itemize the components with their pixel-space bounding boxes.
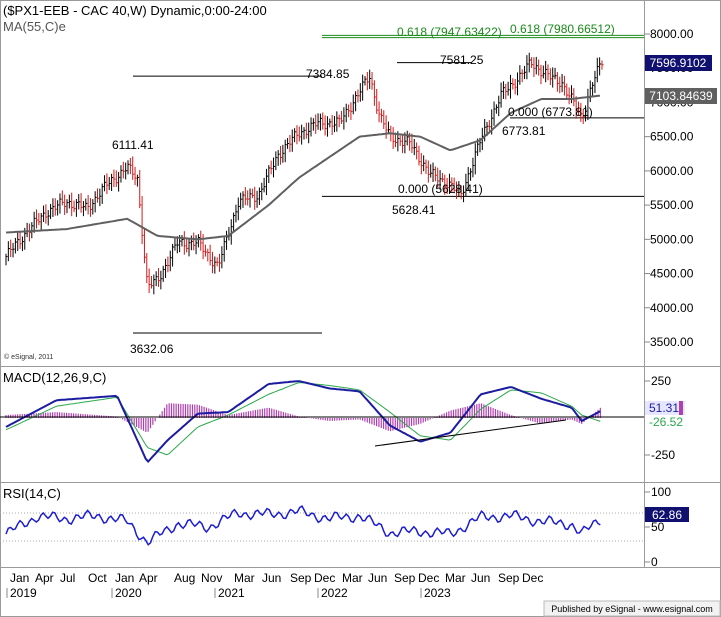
macd-trendline (374, 419, 567, 447)
ma-label: MA(55,C)e (3, 19, 66, 34)
macd-tick-label: 250 (651, 374, 671, 388)
price-tick-label: 8000.00 (650, 27, 694, 41)
xaxis-month-label: Mar (234, 571, 255, 585)
price-tick-label: 4000.00 (650, 301, 694, 315)
level-label: 7581.25 (440, 53, 484, 67)
rsi-tick-label: 100 (651, 485, 671, 499)
xaxis-month-label: Sep (394, 571, 416, 585)
rsi-line (5, 505, 601, 546)
level-label: 0.618 (7947.63422) (397, 25, 502, 39)
macd-label: MACD(12,26,9,C) (3, 370, 106, 385)
xaxis-month-label: Jan (10, 571, 29, 585)
macd-tick-label: -250 (651, 448, 675, 462)
xaxis-month-label: Oct (88, 571, 107, 585)
copyright-text: © eSignal, 2011 (4, 353, 54, 361)
publisher-box (543, 600, 721, 617)
price-tick-label: 4500.00 (650, 267, 694, 281)
rsi-value: 62.86 (652, 508, 682, 522)
last-price-value: 7596.9102 (650, 56, 707, 70)
price-horizontal-levels (133, 34, 644, 334)
ma-price-tag (645, 88, 717, 104)
publisher-text: Published by eSignal - www.esignal.com (551, 604, 713, 614)
xaxis-month-label: Dec (522, 571, 543, 585)
ma-price-value: 7103.84639 (649, 89, 713, 103)
level-label: 5628.41 (392, 203, 436, 217)
level-label: 0.000 (5628.41) (398, 182, 483, 196)
macd-value: 51.31 (649, 401, 679, 415)
xaxis-year-label: 2022 (321, 586, 348, 600)
price-tick-label: 6000.00 (650, 164, 694, 178)
rsi-tick-label: 50 (651, 520, 665, 534)
xaxis-month-label: Jun (368, 571, 387, 585)
xaxis-month-label: Jul (60, 571, 75, 585)
xaxis-month-label: Sep (498, 571, 520, 585)
last-price-tag (645, 55, 712, 71)
xaxis-month-label: Mar (342, 571, 363, 585)
xaxis-month-label: Jun (471, 571, 490, 585)
level-label: 6773.81 (502, 124, 546, 138)
ma-55-line (5, 94, 601, 241)
level-label: 6111.41 (112, 138, 154, 152)
xaxis-month-label: Mar (445, 571, 466, 585)
macd-yaxis: 250 -250 (644, 374, 675, 462)
xaxis-month-label: Jan (115, 571, 134, 585)
xaxis-month-label: Apr (139, 571, 158, 585)
xaxis-year-label: 2021 (218, 586, 245, 600)
xaxis-month-label: Jun (262, 571, 281, 585)
xaxis-month-label: Dec (418, 571, 439, 585)
level-label: 7384.85 (306, 67, 350, 81)
price-tick-label: 6500.00 (650, 130, 694, 144)
signal-value: -26.52 (649, 415, 683, 429)
xaxis-month-label: Aug (174, 571, 195, 585)
xaxis-month-label: Nov (201, 571, 222, 585)
time-axis: Jan Apr Jul Oct Jan Apr Aug Nov Mar Jun Sep Dec Mar J… (6, 571, 543, 600)
xaxis-year-label: 2020 (115, 586, 142, 600)
xaxis-month-label: Dec (314, 571, 335, 585)
rsi-tag (645, 507, 689, 522)
xaxis-year-label: 2023 (424, 586, 451, 600)
price-level-labels: 0.618 (7947.63422) 0.618 (7980.66512) 7581… (112, 22, 615, 356)
level-label: 0.618 (7980.66512) (510, 22, 615, 36)
chart-title: ($PX1-EEB - CAC 40,W) Dynamic,0:00-24:00 (3, 3, 267, 18)
xaxis-month-label: Sep (290, 571, 312, 585)
level-label: 0.000 (6773.81) (508, 105, 593, 119)
price-tick-label: 5000.00 (650, 232, 694, 246)
rsi-tick-label: 0 (651, 555, 658, 569)
macd-tag (645, 401, 685, 415)
xaxis-month-label: Apr (35, 571, 54, 585)
price-bars (5, 52, 604, 295)
rsi-label: RSI(14,C) (3, 486, 61, 501)
level-label: 3632.06 (130, 342, 174, 356)
price-tick-label: 5500.00 (650, 198, 694, 212)
macd-tag-marker (679, 401, 683, 415)
macd-line (5, 380, 601, 463)
rsi-yaxis: 100 50 0 (0, 485, 671, 569)
xaxis-year-label: 2019 (10, 586, 37, 600)
price-tick-label: 3500.00 (650, 335, 694, 349)
